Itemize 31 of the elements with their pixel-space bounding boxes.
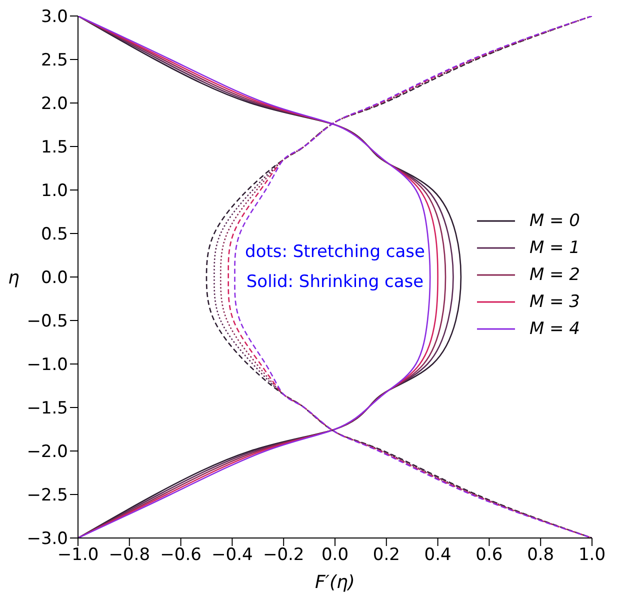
y-tick-label: −1.0 xyxy=(26,355,68,376)
legend-label: M = 2 xyxy=(529,264,580,284)
x-tick-label: −0.6 xyxy=(160,545,202,566)
y-tick-label: 2.0 xyxy=(40,94,68,114)
legend-label: M = 4 xyxy=(529,318,580,338)
x-tick-label: 0.8 xyxy=(527,545,554,566)
annotation: Solid: Shrinking case xyxy=(246,272,424,292)
x-axis-title: F′(η) xyxy=(315,572,355,593)
x-tick-label: 0.4 xyxy=(424,545,452,566)
y-tick-label: 1.0 xyxy=(40,181,68,202)
x-tick-label: −0.8 xyxy=(108,545,150,566)
y-tick-label: −2.5 xyxy=(26,486,68,506)
y-tick-label: −1.5 xyxy=(26,398,68,419)
x-tick-label: −0.2 xyxy=(262,545,304,566)
y-tick-label: 0.0 xyxy=(40,268,68,288)
legend-label: M = 3 xyxy=(529,292,580,312)
x-tick-label: 0.0 xyxy=(321,545,349,566)
annotation: dots: Stretching case xyxy=(245,242,425,262)
x-tick-label: 0.6 xyxy=(476,545,503,566)
legend-label: M = 1 xyxy=(529,238,580,258)
x-tick-label: 0.2 xyxy=(372,545,400,566)
legend-label: M = 0 xyxy=(529,210,580,230)
y-tick-label: 3.0 xyxy=(40,7,68,28)
y-tick-label: 2.5 xyxy=(40,50,68,71)
y-tick-label: 0.5 xyxy=(40,224,68,245)
x-tick-label: 1.0 xyxy=(578,545,606,566)
y-tick-label: −2.0 xyxy=(26,442,68,462)
y-tick-label: 1.5 xyxy=(40,138,68,158)
x-tick-label: −0.4 xyxy=(212,545,253,566)
y-tick-label: −0.5 xyxy=(26,312,68,332)
y-axis-title: η xyxy=(8,267,20,288)
